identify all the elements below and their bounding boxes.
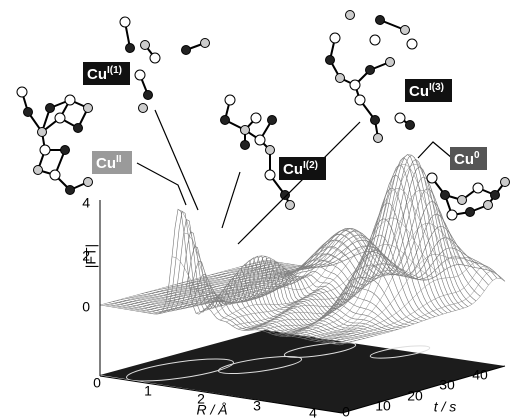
atom: [46, 104, 55, 113]
oxidation: I(3): [429, 82, 444, 93]
t-tick-label: 20: [407, 388, 423, 404]
figure: 0 2 4 |FT| 0 1 2 3 4 R / Å 0 10 20 30 40…: [0, 0, 515, 419]
atom: [473, 183, 483, 193]
atom: [255, 135, 265, 145]
atom: [401, 26, 410, 35]
atom: [126, 44, 135, 53]
mesh-line: [310, 223, 475, 340]
atom: [458, 196, 467, 205]
atom: [139, 104, 148, 113]
atom: [336, 74, 345, 83]
atom: [406, 121, 415, 130]
z-tick-label: 0: [82, 299, 90, 315]
label-cu-i2: CuI(2): [279, 157, 326, 180]
atom: [441, 191, 450, 200]
z-tick-label: 4: [82, 195, 90, 211]
t-tick-label: 40: [472, 367, 488, 383]
t-tick-label: 10: [375, 398, 391, 414]
mesh-line: [133, 268, 373, 336]
atom: [120, 17, 130, 27]
element: Cu: [409, 83, 429, 100]
atom: [135, 70, 145, 80]
label-cu-i1: CuI(1): [83, 62, 130, 85]
atom: [268, 116, 277, 125]
atom: [84, 104, 93, 113]
r-axis-label: R / Å: [196, 402, 227, 418]
atom: [74, 124, 83, 133]
leader-line: [137, 163, 186, 205]
element: Cu: [454, 151, 474, 168]
t-axis-label: t / s: [434, 399, 457, 415]
element: Cu: [87, 66, 107, 83]
atom: [286, 201, 295, 210]
atom: [150, 53, 160, 63]
atom: [376, 16, 385, 25]
t-tick-label: 0: [342, 404, 350, 419]
atom: [144, 91, 153, 100]
atom: [241, 141, 250, 150]
leader-line: [155, 110, 198, 210]
r-tick-label: 4: [309, 405, 317, 419]
atom: [350, 80, 360, 90]
atom: [370, 35, 380, 45]
oxidation: I(2): [303, 160, 318, 171]
atom: [484, 201, 493, 210]
atom: [330, 33, 340, 43]
atom: [386, 58, 395, 67]
atom: [407, 39, 417, 49]
atom: [265, 170, 275, 180]
oxidation: II: [116, 154, 122, 165]
atom: [17, 87, 27, 97]
oxidation: 0: [474, 150, 480, 161]
atom: [65, 95, 75, 105]
r-tick-label: 3: [253, 398, 261, 414]
atom: [61, 146, 70, 155]
atom: [447, 210, 457, 220]
atom: [66, 186, 75, 195]
atom: [251, 113, 261, 123]
mesh-line: [104, 211, 344, 343]
label-cu-0: Cu0: [450, 147, 487, 170]
label-cu-ii: CuII: [92, 151, 132, 174]
z-axis-label: |FT|: [83, 244, 99, 268]
label-cu-i3: CuI(3): [405, 79, 452, 102]
atom: [466, 208, 475, 217]
atom: [84, 178, 93, 187]
atom: [38, 128, 47, 137]
element: Cu: [96, 155, 116, 172]
atom: [55, 113, 65, 123]
atom: [326, 56, 335, 65]
atom: [201, 39, 210, 48]
atom: [40, 145, 50, 155]
atom: [491, 191, 500, 200]
atom: [281, 191, 290, 200]
atom: [346, 11, 355, 20]
r-tick-label: 1: [144, 383, 152, 399]
element: Cu: [283, 161, 303, 178]
atom: [141, 41, 150, 50]
atom: [50, 170, 60, 180]
atom: [34, 166, 43, 175]
leader-line: [418, 142, 452, 158]
atom: [24, 108, 33, 117]
atom: [427, 173, 437, 183]
surface-mesh: [100, 155, 505, 345]
atom: [266, 146, 275, 155]
atom: [501, 178, 510, 187]
leader-line: [222, 172, 240, 228]
t-tick-label: 30: [439, 377, 455, 393]
atom: [182, 46, 191, 55]
atom: [355, 95, 365, 105]
mesh-line: [340, 278, 505, 345]
molecules: [17, 11, 510, 221]
r-tick-label: 0: [93, 375, 101, 391]
atom: [395, 113, 405, 123]
atom: [225, 95, 235, 105]
atom: [371, 116, 380, 125]
oxidation: I(1): [107, 65, 122, 76]
atom: [374, 134, 383, 143]
atom: [221, 116, 230, 125]
atom: [241, 126, 250, 135]
atom: [366, 66, 375, 75]
